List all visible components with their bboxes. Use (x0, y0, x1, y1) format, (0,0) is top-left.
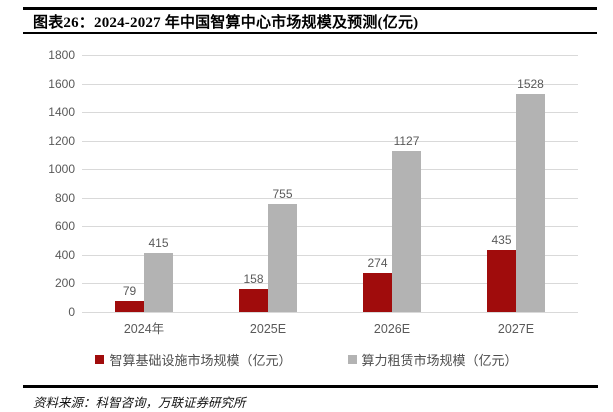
y-axis-tick-label: 1400 (48, 105, 75, 120)
bottom-rule (23, 385, 598, 388)
gridline-y0 (82, 312, 578, 313)
y-axis-tick-label: 1600 (48, 76, 75, 91)
gridline-y1800 (82, 55, 578, 56)
bar-value-label: 755 (272, 187, 293, 202)
legend-label: 算力租赁市场规模（亿元） (361, 353, 518, 368)
y-axis-tick-label: 800 (54, 190, 75, 205)
chart-title: 图表26：2024-2027 年中国智算中心市场规模及预测(亿元) (33, 15, 419, 31)
legend-label: 智算基础设施市场规模（亿元） (109, 353, 292, 368)
bar-value-label: 1127 (393, 134, 420, 149)
bar-value-label: 415 (148, 235, 169, 250)
bar-智算基础设施市场规模（亿元）-2027E (487, 249, 516, 312)
chart-legend: 智算基础设施市场规模（亿元） 算力租赁市场规模（亿元） (0, 350, 613, 369)
bar-算力租赁市场规模（亿元）-2026E (392, 151, 421, 312)
x-axis-category-label: 2025E (249, 322, 287, 336)
bar-智算基础设施市场规模（亿元）-2026E (363, 272, 392, 312)
legend-swatch-icon (347, 355, 357, 364)
gridline-y1600 (82, 83, 578, 85)
title-divider-rule (23, 32, 597, 34)
bar-智算基础设施市场规模（亿元）-2025E (239, 289, 268, 312)
legend-item: 智算基础设施市场规模（亿元） (95, 350, 292, 369)
bar-value-label: 79 (122, 283, 137, 298)
top-rule (23, 7, 597, 10)
bar-算力租赁市场规模（亿元）-2027E (516, 93, 545, 312)
gridline-y400 (82, 254, 578, 256)
gridline-y1000 (82, 169, 578, 171)
bar-算力租赁市场规模（亿元）-2025E (268, 204, 297, 312)
bar-value-label: 158 (243, 272, 264, 287)
y-axis-tick-label: 400 (54, 247, 75, 262)
y-axis-tick-label: 1800 (48, 48, 75, 62)
bar-value-label: 435 (491, 232, 512, 247)
y-axis-tick-label: 200 (54, 276, 75, 291)
x-axis-category-label: 2024年 (123, 322, 165, 336)
gridline-y800 (82, 197, 578, 199)
x-axis-category-label: 2026E (373, 322, 411, 336)
y-axis-tick-label: 0 (68, 305, 75, 319)
y-axis-tick-label: 1200 (48, 133, 75, 148)
bar-算力租赁市场规模（亿元）-2024年 (144, 252, 173, 312)
source-note: 资料来源：科智咨询，万联证券研究所 (33, 396, 246, 410)
bar-value-label: 274 (367, 255, 388, 270)
legend-swatch-icon (95, 355, 105, 364)
y-axis-tick-label: 600 (54, 219, 75, 234)
x-axis-category-label: 2027E (497, 322, 535, 336)
gridline-y200 (82, 283, 578, 285)
bar-value-label: 1528 (517, 76, 544, 91)
bar-智算基础设施市场规模（亿元）-2024年 (115, 300, 144, 312)
bar-chart: 0 200 400 600 800 1000 1200 1400 1600 1800 79 415 20… (48, 48, 578, 336)
gridline-y1400 (82, 112, 578, 114)
gridline-y1200 (82, 140, 578, 142)
gridline-y600 (82, 226, 578, 228)
y-axis-tick-label: 1000 (48, 162, 75, 177)
legend-item: 算力租赁市场规模（亿元） (347, 350, 518, 369)
